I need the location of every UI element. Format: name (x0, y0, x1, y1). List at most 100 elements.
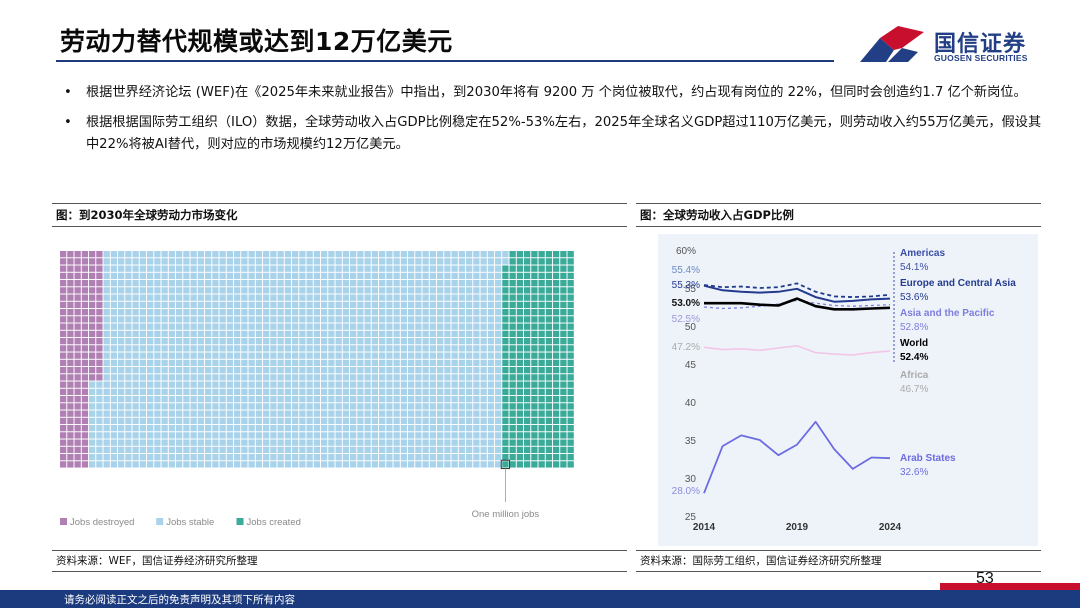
cell-jobs-stable (364, 374, 371, 381)
cell-jobs-created (502, 301, 509, 309)
cell-jobs-stable (248, 439, 255, 446)
cell-jobs-stable (263, 396, 270, 403)
cell-jobs-stable (103, 352, 110, 359)
cell-jobs-created (545, 367, 553, 374)
cell-jobs-created (545, 251, 553, 258)
cell-jobs-stable (342, 265, 350, 272)
cell-jobs-stable (263, 374, 270, 381)
cell-jobs-stable (393, 388, 400, 396)
cell-jobs-stable (444, 417, 451, 425)
cell-jobs-created (524, 454, 531, 461)
cell-jobs-stable (422, 287, 429, 294)
cell-jobs-created (502, 381, 509, 388)
cell-jobs-stable (415, 417, 422, 425)
cell-jobs-stable (197, 258, 205, 265)
cell-jobs-created (567, 410, 574, 417)
cell-jobs-stable (161, 446, 168, 454)
cell-jobs-stable (154, 280, 161, 287)
cell-jobs-stable (480, 251, 487, 258)
cell-jobs-destroyed (60, 417, 67, 425)
cell-jobs-stable (241, 388, 248, 396)
cell-jobs-stable (451, 439, 458, 446)
cell-jobs-stable (168, 454, 176, 461)
cell-jobs-stable (364, 338, 371, 345)
cell-jobs-destroyed (67, 432, 74, 439)
cell-jobs-stable (234, 265, 241, 272)
cell-jobs-created (560, 388, 567, 396)
cell-jobs-stable (103, 396, 110, 403)
cell-jobs-stable (168, 330, 176, 338)
cell-jobs-stable (96, 425, 103, 432)
cell-jobs-stable (270, 359, 277, 367)
cell-jobs-stable (480, 272, 487, 280)
cell-jobs-stable (306, 309, 313, 316)
cell-jobs-created (553, 338, 560, 345)
cell-jobs-created (560, 258, 567, 265)
cell-jobs-stable (219, 367, 226, 374)
cell-jobs-stable (386, 367, 393, 374)
cell-jobs-stable (277, 374, 284, 381)
cell-jobs-stable (342, 432, 350, 439)
cell-jobs-stable (284, 454, 292, 461)
cell-jobs-stable (292, 439, 299, 446)
cell-jobs-stable (321, 381, 328, 388)
cell-jobs-stable (400, 294, 408, 301)
cell-jobs-stable (306, 330, 313, 338)
cell-jobs-stable (190, 301, 197, 309)
cell-jobs-stable (321, 454, 328, 461)
cell-jobs-stable (466, 439, 473, 446)
cell-jobs-destroyed (60, 316, 67, 323)
cell-jobs-stable (379, 396, 386, 403)
cell-jobs-stable (103, 272, 110, 280)
cell-jobs-stable (241, 461, 248, 468)
cell-jobs-destroyed (67, 439, 74, 446)
cell-jobs-stable (458, 272, 466, 280)
cell-jobs-stable (161, 403, 168, 410)
cell-jobs-stable (495, 323, 502, 330)
cell-jobs-stable (110, 294, 118, 301)
cell-jobs-stable (139, 388, 147, 396)
cell-jobs-stable (125, 265, 132, 272)
cell-jobs-stable (248, 294, 255, 301)
cell-jobs-stable (437, 272, 444, 280)
cell-jobs-destroyed (60, 345, 67, 352)
cell-jobs-stable (335, 403, 342, 410)
cell-jobs-stable (205, 251, 212, 258)
cell-jobs-stable (197, 410, 205, 417)
cell-jobs-stable (480, 352, 487, 359)
cell-jobs-created (531, 265, 538, 272)
cell-jobs-stable (299, 301, 306, 309)
cell-jobs-destroyed (74, 265, 81, 272)
cell-jobs-destroyed (60, 446, 67, 454)
cell-jobs-stable (451, 287, 458, 294)
cell-jobs-stable (473, 330, 480, 338)
cell-jobs-stable (335, 454, 342, 461)
cell-jobs-stable (226, 417, 234, 425)
cell-jobs-stable (437, 417, 444, 425)
cell-jobs-stable (306, 374, 313, 381)
cell-jobs-stable (154, 301, 161, 309)
cell-jobs-created (538, 417, 545, 425)
cell-jobs-stable (147, 301, 154, 309)
cell-jobs-stable (466, 309, 473, 316)
cell-jobs-stable (299, 251, 306, 258)
cell-jobs-stable (234, 432, 241, 439)
cell-jobs-stable (139, 374, 147, 381)
cell-jobs-stable (371, 338, 379, 345)
cell-jobs-destroyed (74, 374, 81, 381)
cell-jobs-stable (212, 388, 219, 396)
cell-jobs-stable (458, 381, 466, 388)
cell-jobs-stable (350, 251, 357, 258)
cell-jobs-stable (292, 446, 299, 454)
cell-jobs-stable (284, 410, 292, 417)
cell-jobs-stable (205, 280, 212, 287)
cell-jobs-destroyed (96, 280, 103, 287)
cell-jobs-created (567, 417, 574, 425)
cell-jobs-stable (226, 323, 234, 330)
cell-jobs-stable (473, 338, 480, 345)
cell-jobs-stable (183, 403, 190, 410)
cell-jobs-stable (451, 309, 458, 316)
cell-jobs-stable (212, 461, 219, 468)
cell-jobs-destroyed (81, 410, 89, 417)
cell-jobs-stable (400, 374, 408, 381)
